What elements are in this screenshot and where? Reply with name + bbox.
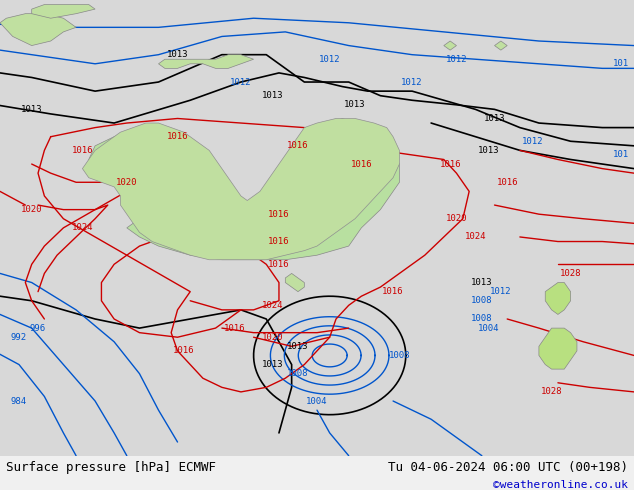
FancyBboxPatch shape (0, 456, 634, 490)
Text: 984: 984 (11, 396, 27, 406)
Text: 1012: 1012 (230, 77, 252, 87)
Text: 1024: 1024 (72, 223, 93, 232)
Text: 1016: 1016 (268, 260, 290, 269)
Text: 1020: 1020 (262, 333, 283, 342)
Text: 1016: 1016 (72, 146, 93, 155)
Text: 1016: 1016 (224, 323, 245, 333)
Polygon shape (545, 283, 571, 315)
Text: 1016: 1016 (382, 287, 404, 296)
Text: 1013: 1013 (287, 342, 309, 351)
Text: 1013: 1013 (262, 360, 283, 369)
Text: 1013: 1013 (167, 50, 188, 59)
Text: 1028: 1028 (560, 269, 581, 278)
Text: 1020: 1020 (446, 214, 467, 223)
Text: 1016: 1016 (496, 178, 518, 187)
Text: 1013: 1013 (21, 105, 42, 114)
Text: 101: 101 (613, 150, 630, 159)
FancyBboxPatch shape (0, 0, 634, 456)
Text: 992: 992 (11, 333, 27, 342)
Polygon shape (0, 14, 76, 46)
Text: 1016: 1016 (439, 160, 461, 169)
Text: 1012: 1012 (522, 137, 543, 146)
Text: 1020: 1020 (21, 205, 42, 214)
Text: 1020: 1020 (116, 178, 138, 187)
Text: 996: 996 (30, 323, 46, 333)
Text: 1013: 1013 (471, 278, 493, 287)
Text: 1016: 1016 (173, 346, 195, 355)
Text: Tu 04-06-2024 06:00 UTC (00+198): Tu 04-06-2024 06:00 UTC (00+198) (387, 461, 628, 474)
Text: 1013: 1013 (344, 100, 366, 109)
Text: 1012: 1012 (319, 55, 340, 64)
Text: 1012: 1012 (446, 55, 467, 64)
Text: 1008: 1008 (287, 369, 309, 378)
Text: 1013: 1013 (484, 114, 505, 123)
Text: ©weatheronline.co.uk: ©weatheronline.co.uk (493, 480, 628, 490)
Polygon shape (158, 55, 254, 69)
Text: 1016: 1016 (167, 132, 188, 141)
Text: 1004: 1004 (477, 323, 499, 333)
Text: 1024: 1024 (262, 301, 283, 310)
Text: 1008: 1008 (471, 296, 493, 305)
Text: 1016: 1016 (351, 160, 372, 169)
Text: 1024: 1024 (465, 232, 486, 242)
Text: 1016: 1016 (268, 237, 290, 246)
Text: 1013: 1013 (477, 146, 499, 155)
Text: 1013: 1013 (262, 91, 283, 100)
Polygon shape (89, 119, 399, 260)
Text: 101: 101 (613, 59, 630, 68)
Text: 1028: 1028 (541, 388, 562, 396)
Polygon shape (82, 119, 399, 260)
Text: 1016: 1016 (287, 141, 309, 150)
Text: 1016: 1016 (268, 210, 290, 219)
Text: 1004: 1004 (306, 396, 328, 406)
Text: 1008: 1008 (471, 315, 493, 323)
Text: Surface pressure [hPa] ECMWF: Surface pressure [hPa] ECMWF (6, 461, 216, 474)
Polygon shape (285, 273, 304, 292)
Polygon shape (539, 328, 577, 369)
Polygon shape (495, 41, 507, 50)
Text: 1012: 1012 (401, 77, 423, 87)
Polygon shape (444, 41, 456, 50)
Text: 1012: 1012 (490, 287, 512, 296)
Text: 1008: 1008 (389, 351, 410, 360)
Polygon shape (32, 4, 95, 18)
